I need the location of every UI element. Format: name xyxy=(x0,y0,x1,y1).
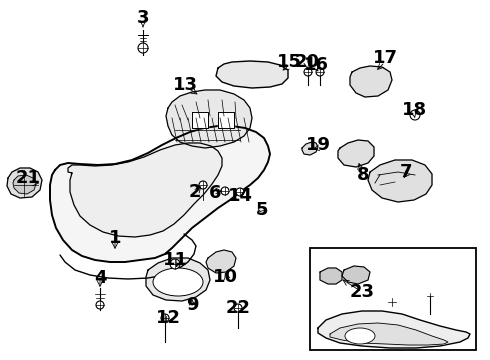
Text: 17: 17 xyxy=(372,49,397,67)
Text: 15: 15 xyxy=(276,53,301,71)
Polygon shape xyxy=(218,112,234,128)
Polygon shape xyxy=(146,258,210,301)
Text: 16: 16 xyxy=(303,56,328,74)
Text: 13: 13 xyxy=(172,76,197,94)
Polygon shape xyxy=(338,140,374,167)
Circle shape xyxy=(96,301,104,309)
Text: 18: 18 xyxy=(401,101,427,119)
Polygon shape xyxy=(68,143,222,237)
Polygon shape xyxy=(7,168,42,198)
Polygon shape xyxy=(342,266,370,284)
Text: 14: 14 xyxy=(227,187,252,205)
Bar xyxy=(310,248,476,350)
Circle shape xyxy=(138,43,148,53)
Text: 6: 6 xyxy=(209,184,221,202)
Text: 9: 9 xyxy=(186,296,198,314)
Polygon shape xyxy=(302,142,318,155)
Text: 21: 21 xyxy=(16,169,41,187)
Text: 11: 11 xyxy=(163,251,188,269)
Text: 2: 2 xyxy=(189,183,201,201)
Text: 3: 3 xyxy=(137,9,149,27)
Ellipse shape xyxy=(345,328,375,344)
Text: 10: 10 xyxy=(213,268,238,286)
Polygon shape xyxy=(192,112,208,128)
Circle shape xyxy=(427,293,433,299)
Circle shape xyxy=(410,110,420,120)
Circle shape xyxy=(234,304,242,312)
Circle shape xyxy=(170,259,180,269)
Polygon shape xyxy=(206,250,236,273)
Text: 1: 1 xyxy=(109,229,121,247)
Polygon shape xyxy=(330,323,448,345)
Text: 8: 8 xyxy=(357,166,369,184)
Ellipse shape xyxy=(153,268,203,296)
Polygon shape xyxy=(50,126,270,262)
Polygon shape xyxy=(318,311,470,348)
Circle shape xyxy=(161,314,169,322)
Circle shape xyxy=(221,187,229,195)
Text: 23: 23 xyxy=(349,283,374,301)
Text: 12: 12 xyxy=(155,309,180,327)
Circle shape xyxy=(316,68,324,76)
Polygon shape xyxy=(166,90,252,148)
Text: 19: 19 xyxy=(305,136,330,154)
Circle shape xyxy=(304,68,312,76)
Text: 7: 7 xyxy=(400,163,412,181)
Text: 4: 4 xyxy=(94,269,106,287)
Polygon shape xyxy=(216,61,288,88)
Text: 20: 20 xyxy=(294,53,319,71)
Text: 5: 5 xyxy=(256,201,268,219)
Polygon shape xyxy=(350,66,392,97)
Circle shape xyxy=(199,181,207,189)
Text: 22: 22 xyxy=(225,299,250,317)
Polygon shape xyxy=(368,160,432,202)
Polygon shape xyxy=(320,268,342,284)
Circle shape xyxy=(236,188,244,196)
Circle shape xyxy=(388,298,396,306)
Polygon shape xyxy=(13,175,36,194)
